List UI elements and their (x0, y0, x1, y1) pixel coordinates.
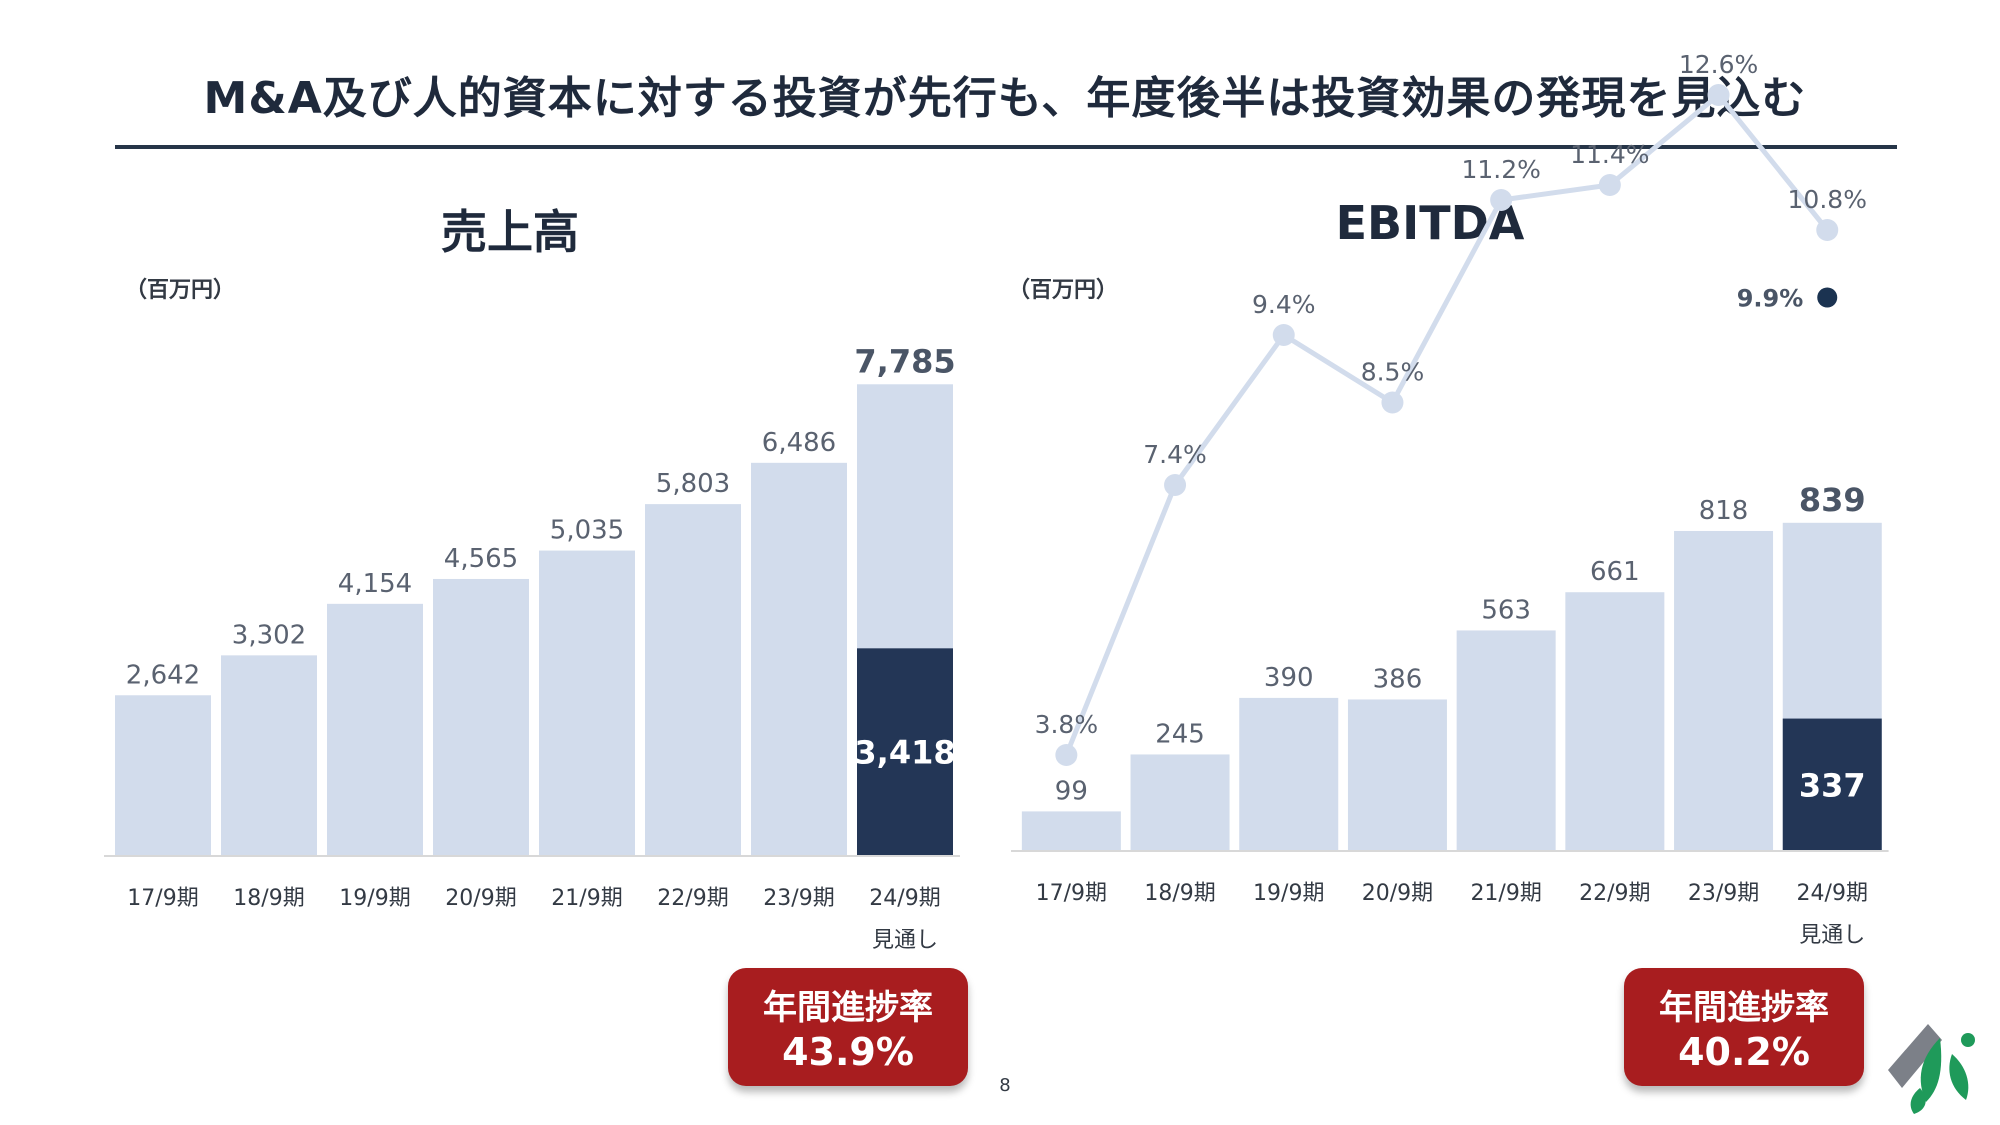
ebitda-progress-label: 年間進捗率 (1659, 988, 1829, 1028)
sales-bar (327, 603, 423, 855)
ebitda-margin-label: 8.5% (1361, 358, 1425, 387)
ebitda-margin-point (1164, 474, 1187, 496)
ebitda-value-label: 386 (1373, 664, 1423, 694)
ebitda-margin-label: 9.4% (1252, 290, 1316, 319)
sales-value-label: 6,486 (762, 428, 836, 458)
sales-progress-value: 43.9% (782, 1030, 914, 1074)
ebitda-bar (1565, 592, 1665, 850)
ebitda-value-label: 245 (1155, 719, 1205, 749)
sales-category-label: 24/9期 (869, 886, 940, 911)
page-number: 8 (999, 1075, 1011, 1096)
ebitda-category-label: 20/9期 (1362, 881, 1433, 906)
ebitda-value-label: 661 (1590, 557, 1640, 587)
ebitda-progress-badge: 年間進捗率 40.2% (1624, 968, 1864, 1086)
ebitda-margin-forecast-point (1817, 287, 1838, 308)
ebitda-category-sublabel: 見通し (1799, 923, 1865, 948)
ebitda-value-label: 99 (1055, 776, 1088, 806)
sales-value-label: 3,302 (232, 620, 306, 650)
ebitda-margin-point (1707, 84, 1730, 106)
ebitda-highlight-bar (1782, 718, 1882, 850)
ebitda-category-label: 21/9期 (1470, 881, 1541, 906)
sales-value-label: 7,785 (854, 342, 955, 380)
ebitda-category-label: 17/9期 (1036, 881, 1107, 906)
sales-chart-title: 売上高 (441, 205, 579, 259)
ebitda-margin-point (1598, 174, 1621, 196)
sales-value-label: 5,035 (550, 516, 624, 546)
ebitda-margin-forecast-label: 9.9% (1737, 285, 1804, 313)
ebitda-value-label: 839 (1799, 481, 1866, 519)
ebitda-bar (1239, 697, 1339, 850)
sales-bar (221, 655, 317, 855)
sales-highlight-label: 3,418 (854, 734, 955, 772)
ebitda-category-label: 23/9期 (1688, 881, 1759, 906)
ebitda-margin-label: 3.8% (1035, 710, 1099, 739)
ebitda-margin-label: 7.4% (1143, 440, 1207, 469)
sales-category-label: 20/9期 (445, 886, 516, 911)
sales-category-label: 19/9期 (339, 886, 410, 911)
ebitda-highlight-label: 337 (1799, 766, 1866, 804)
ebitda-margin-point (1381, 391, 1404, 414)
company-leaf-logo-icon (1888, 1024, 1975, 1114)
ebitda-bar (1347, 699, 1447, 850)
sales-category-label: 22/9期 (657, 886, 728, 911)
sales-value-label: 4,154 (338, 569, 412, 599)
ebitda-margin-label: 12.6% (1679, 50, 1758, 79)
ebitda-value-label: 818 (1699, 496, 1749, 526)
ebitda-margin-line (1064, 91, 1830, 756)
sales-category-label: 21/9期 (551, 886, 622, 911)
sales-value-label: 4,565 (444, 544, 518, 574)
ebitda-category-label: 18/9期 (1144, 881, 1215, 906)
ebitda-margin-label: 10.8% (1788, 185, 1867, 214)
sales-unit-label: （百万円） (125, 278, 236, 303)
sales-bar (539, 550, 635, 855)
ebitda-bar (1674, 530, 1774, 850)
sales-progress-label: 年間進捗率 (763, 988, 933, 1028)
ebitda-margin-label: 11.4% (1570, 140, 1649, 169)
ebitda-margin-point (1272, 324, 1295, 346)
ebitda-value-label: 390 (1264, 663, 1314, 693)
sales-category-label: 23/9期 (763, 886, 834, 911)
sales-value-label: 2,642 (126, 660, 200, 690)
ebitda-category-label: 24/9期 (1797, 881, 1868, 906)
ebitda-value-label: 563 (1481, 595, 1531, 625)
ebitda-margin-point (1055, 744, 1078, 766)
sales-category-sublabel: 見通し (872, 928, 938, 953)
ebitda-category-label: 22/9期 (1579, 881, 1650, 906)
ebitda-bar (1456, 630, 1556, 850)
ebitda-unit-label: （百万円） (1008, 278, 1119, 303)
ebitda-margin-label: 11.2% (1461, 155, 1540, 184)
sales-bar (433, 578, 529, 855)
sales-category-label: 18/9期 (233, 886, 304, 911)
sales-bar (645, 504, 741, 855)
sales-bar (751, 462, 847, 855)
sales-value-label: 5,803 (656, 469, 730, 499)
sales-bar (115, 695, 211, 855)
ebitda-progress-value: 40.2% (1678, 1030, 1810, 1074)
ebitda-bar (1021, 811, 1121, 850)
ebitda-bar (1130, 754, 1230, 850)
sales-progress-badge: 年間進捗率 43.9% (728, 968, 968, 1086)
sales-highlight-bar (857, 648, 953, 855)
ebitda-margin-point (1490, 189, 1513, 211)
ebitda-margin-point (1816, 219, 1839, 241)
title-underline (115, 145, 1897, 149)
slide-title: M&A及び人的資本に対する投資が先行も、年度後半は投資効果の発現を見込む (203, 73, 1807, 124)
sales-category-label: 17/9期 (127, 886, 198, 911)
ebitda-category-label: 19/9期 (1253, 881, 1324, 906)
